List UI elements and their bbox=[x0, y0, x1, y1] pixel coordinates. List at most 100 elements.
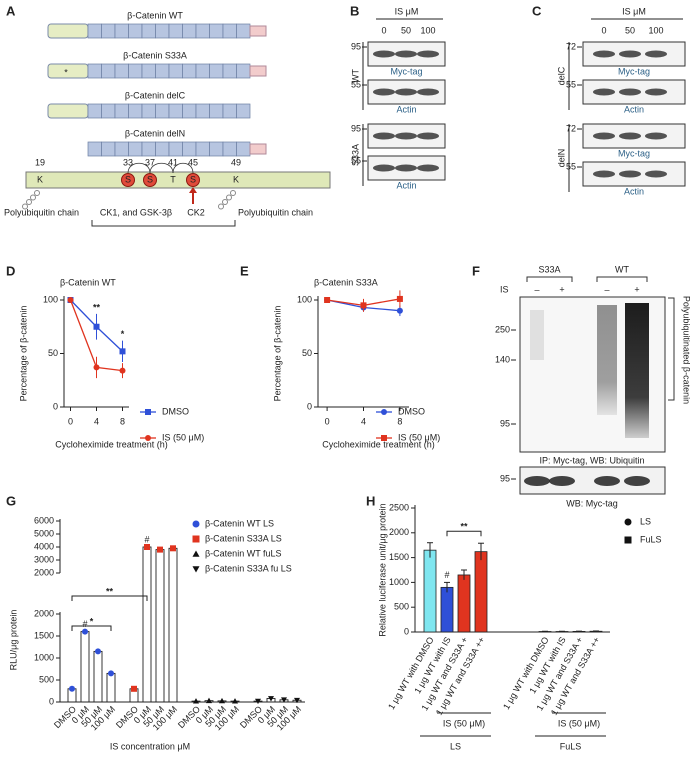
ubiquitin bbox=[222, 199, 228, 205]
phospho-site bbox=[186, 173, 200, 187]
x-axis-label: Cycloheximide treatment (h) bbox=[55, 439, 168, 449]
blot-header: IS μM bbox=[395, 6, 419, 16]
c-terminal-domain bbox=[249, 143, 267, 155]
mean-marker bbox=[232, 698, 238, 704]
arm-repeat bbox=[128, 141, 143, 157]
bar bbox=[423, 549, 437, 633]
significance-bracket bbox=[446, 530, 482, 537]
phospho-arrow bbox=[127, 162, 151, 174]
y-tick-label: 0 bbox=[404, 626, 409, 636]
bracket-label: Polyubiquitinated β-catenin bbox=[682, 296, 692, 404]
data-point bbox=[119, 367, 126, 374]
arm-repeat bbox=[155, 23, 170, 39]
mean-marker bbox=[82, 628, 88, 635]
band bbox=[645, 132, 667, 140]
y-tick-label: 0 bbox=[307, 401, 312, 411]
group-label: IS (50 μM) bbox=[443, 718, 485, 728]
ubiquitin bbox=[22, 203, 28, 210]
panel-letter: A bbox=[6, 3, 16, 18]
y-tick-label: 3000 bbox=[34, 554, 54, 564]
significance: # bbox=[82, 619, 87, 629]
panel-letter: E bbox=[240, 263, 249, 278]
band bbox=[373, 50, 395, 58]
band bbox=[417, 50, 439, 58]
band bbox=[619, 170, 641, 178]
y-tick-label: 2000 bbox=[34, 567, 54, 577]
panel-letter: F bbox=[472, 263, 480, 278]
band bbox=[417, 164, 439, 172]
y-tick-label: 4000 bbox=[34, 541, 54, 551]
band bbox=[373, 88, 395, 96]
arm-repeat bbox=[101, 103, 116, 119]
group-label: WT bbox=[350, 69, 360, 83]
construct-label: β-Catenin delC bbox=[125, 90, 186, 100]
arm-repeat bbox=[87, 103, 102, 119]
n-terminal-bar bbox=[25, 171, 331, 189]
blot-label: Myc-tag bbox=[618, 66, 650, 76]
arm-repeat bbox=[114, 63, 129, 79]
sign: + bbox=[559, 284, 564, 294]
x-tick-label: 4 bbox=[361, 416, 366, 426]
group-label: IS (50 μM) bbox=[558, 718, 600, 728]
lane-label: 100 bbox=[648, 25, 663, 35]
arm-repeat bbox=[195, 141, 210, 157]
significance: * bbox=[90, 616, 94, 626]
residue-letter: S bbox=[190, 174, 196, 184]
n-terminal-domain bbox=[47, 23, 89, 39]
arm-repeat bbox=[141, 63, 156, 79]
arm-repeat bbox=[141, 23, 156, 39]
mw-marker: 55 bbox=[566, 79, 576, 89]
smear bbox=[597, 305, 617, 415]
y-tick-label: 500 bbox=[394, 602, 409, 612]
residue-number: 33 bbox=[123, 157, 133, 167]
group-label: delN bbox=[556, 149, 566, 168]
legend-marker bbox=[381, 435, 387, 441]
kinase-bracket bbox=[91, 220, 236, 227]
y-tick-label: 100 bbox=[43, 294, 58, 304]
legend-label: IS (50 μM) bbox=[398, 432, 440, 442]
residue-letter: S bbox=[125, 174, 131, 184]
ubiquitin bbox=[30, 194, 36, 201]
arm-repeat bbox=[114, 103, 129, 119]
significance: # bbox=[144, 534, 149, 544]
significance: # bbox=[444, 570, 449, 580]
sign: + bbox=[634, 284, 639, 294]
smear bbox=[625, 303, 649, 438]
band bbox=[395, 88, 417, 96]
ck2-arrowhead bbox=[189, 187, 197, 193]
band bbox=[593, 170, 615, 178]
x-tick-label: 8 bbox=[120, 416, 125, 426]
arm-repeat bbox=[222, 103, 237, 119]
blot-header: IS μM bbox=[622, 6, 646, 16]
significance: ** bbox=[93, 302, 101, 312]
x-axis-label: Cycloheximide treatment (h) bbox=[322, 439, 435, 449]
band bbox=[594, 476, 620, 486]
band bbox=[619, 88, 641, 96]
group-label: delC bbox=[556, 66, 566, 85]
c-terminal-domain bbox=[249, 65, 267, 77]
band bbox=[373, 132, 395, 140]
blot-label: Myc-tag bbox=[618, 148, 650, 158]
band bbox=[395, 50, 417, 58]
band bbox=[619, 132, 641, 140]
significance-bracket bbox=[71, 595, 148, 601]
arm-repeat bbox=[182, 103, 197, 119]
significance-bracket bbox=[71, 625, 112, 631]
chart-title: β-Catenin S33A bbox=[314, 277, 378, 287]
blot-label: Actin bbox=[624, 104, 644, 114]
arm-repeat bbox=[87, 63, 102, 79]
arm-repeat bbox=[195, 103, 210, 119]
arm-repeat bbox=[209, 103, 224, 119]
bar bbox=[106, 672, 116, 703]
legend-label: β-Catenin WT fuLS bbox=[205, 548, 282, 558]
band bbox=[624, 476, 650, 486]
arm-repeat bbox=[168, 63, 183, 79]
data-point bbox=[93, 323, 100, 330]
arm-repeat bbox=[128, 23, 143, 39]
blot-label: Myc-tag bbox=[390, 66, 422, 76]
group-bracket bbox=[526, 276, 573, 282]
band bbox=[593, 88, 615, 96]
bar bbox=[142, 546, 152, 703]
